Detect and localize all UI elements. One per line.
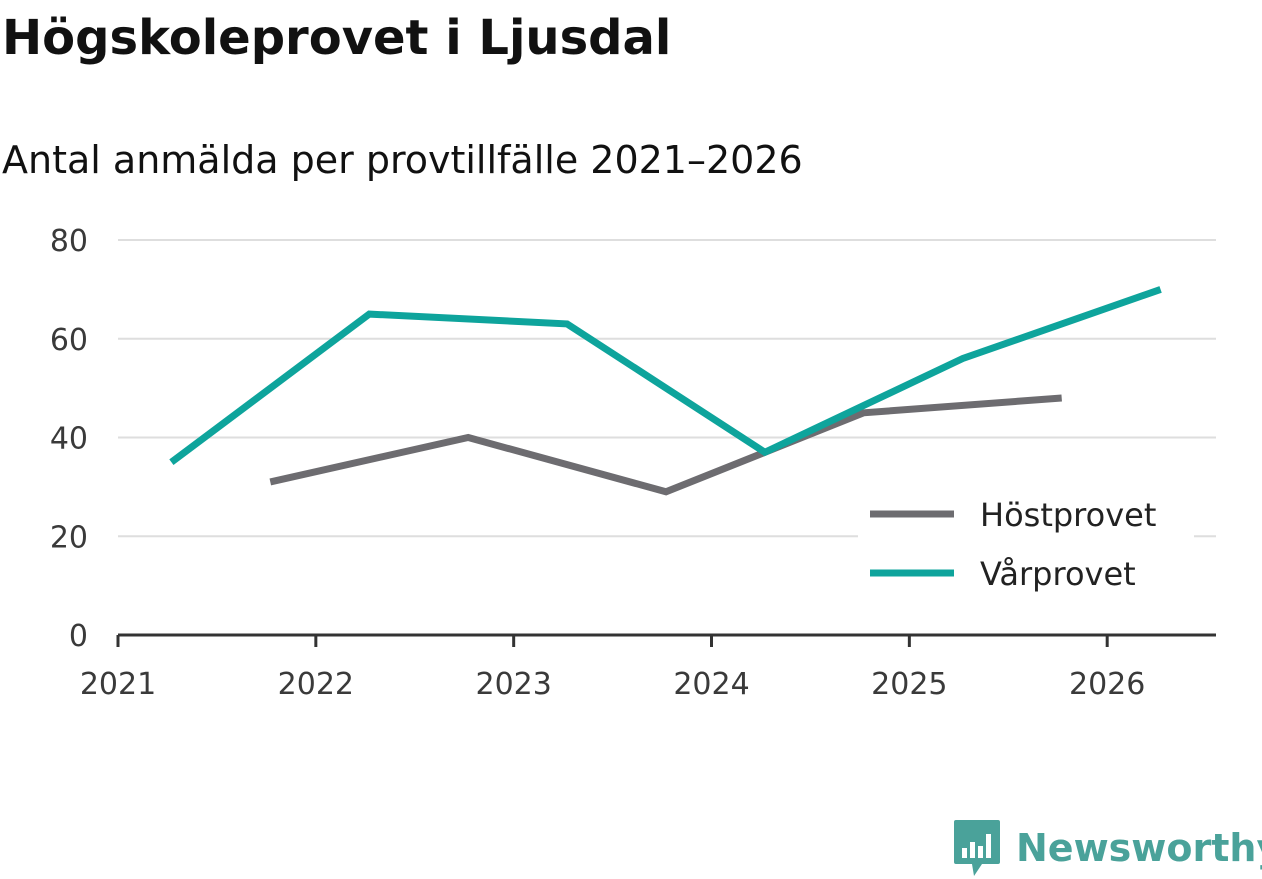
y-tick-label-40: 40: [50, 422, 88, 457]
y-tick-label-0: 0: [69, 619, 88, 654]
series-line-vårprovet: [169, 286, 1162, 466]
legend-label-höstprovet: Höstprovet: [980, 496, 1156, 534]
chart-title: Högskoleprovet i Ljusdal: [2, 10, 672, 66]
x-axis-ticks: 2021 2022 2023 2024 2025 2026: [80, 635, 1145, 702]
y-tick-label-20: 20: [50, 520, 88, 555]
newsworthy-logo-icon: [954, 820, 1000, 876]
legend-background: [858, 488, 1194, 600]
x-tick-label-2022: 2022: [278, 667, 354, 702]
legend-label-vårprovet: Vårprovet: [980, 555, 1136, 593]
brand-logo: Newsworthy: [952, 818, 1262, 878]
y-axis-ticks: 0 20 40 60 80: [50, 224, 88, 654]
y-tick-label-80: 80: [50, 224, 88, 259]
line-chart: 0 20 40 60 80 2021 2022 2023 2024 2025 2026 Höstp…: [50, 224, 1216, 702]
y-tick-label-60: 60: [50, 323, 88, 358]
series-line-höstprovet: [269, 394, 1062, 496]
x-tick-label-2026: 2026: [1069, 667, 1145, 702]
chart-subtitle: Antal anmälda per provtillfälle 2021–202…: [2, 138, 803, 182]
legend: Höstprovet Vårprovet: [858, 488, 1194, 600]
brand-name: Newsworthy: [1016, 826, 1262, 870]
x-tick-label-2021: 2021: [80, 667, 156, 702]
x-tick-label-2023: 2023: [475, 667, 551, 702]
x-tick-label-2024: 2024: [673, 667, 749, 702]
series-lines: [169, 286, 1162, 496]
x-tick-label-2025: 2025: [871, 667, 947, 702]
